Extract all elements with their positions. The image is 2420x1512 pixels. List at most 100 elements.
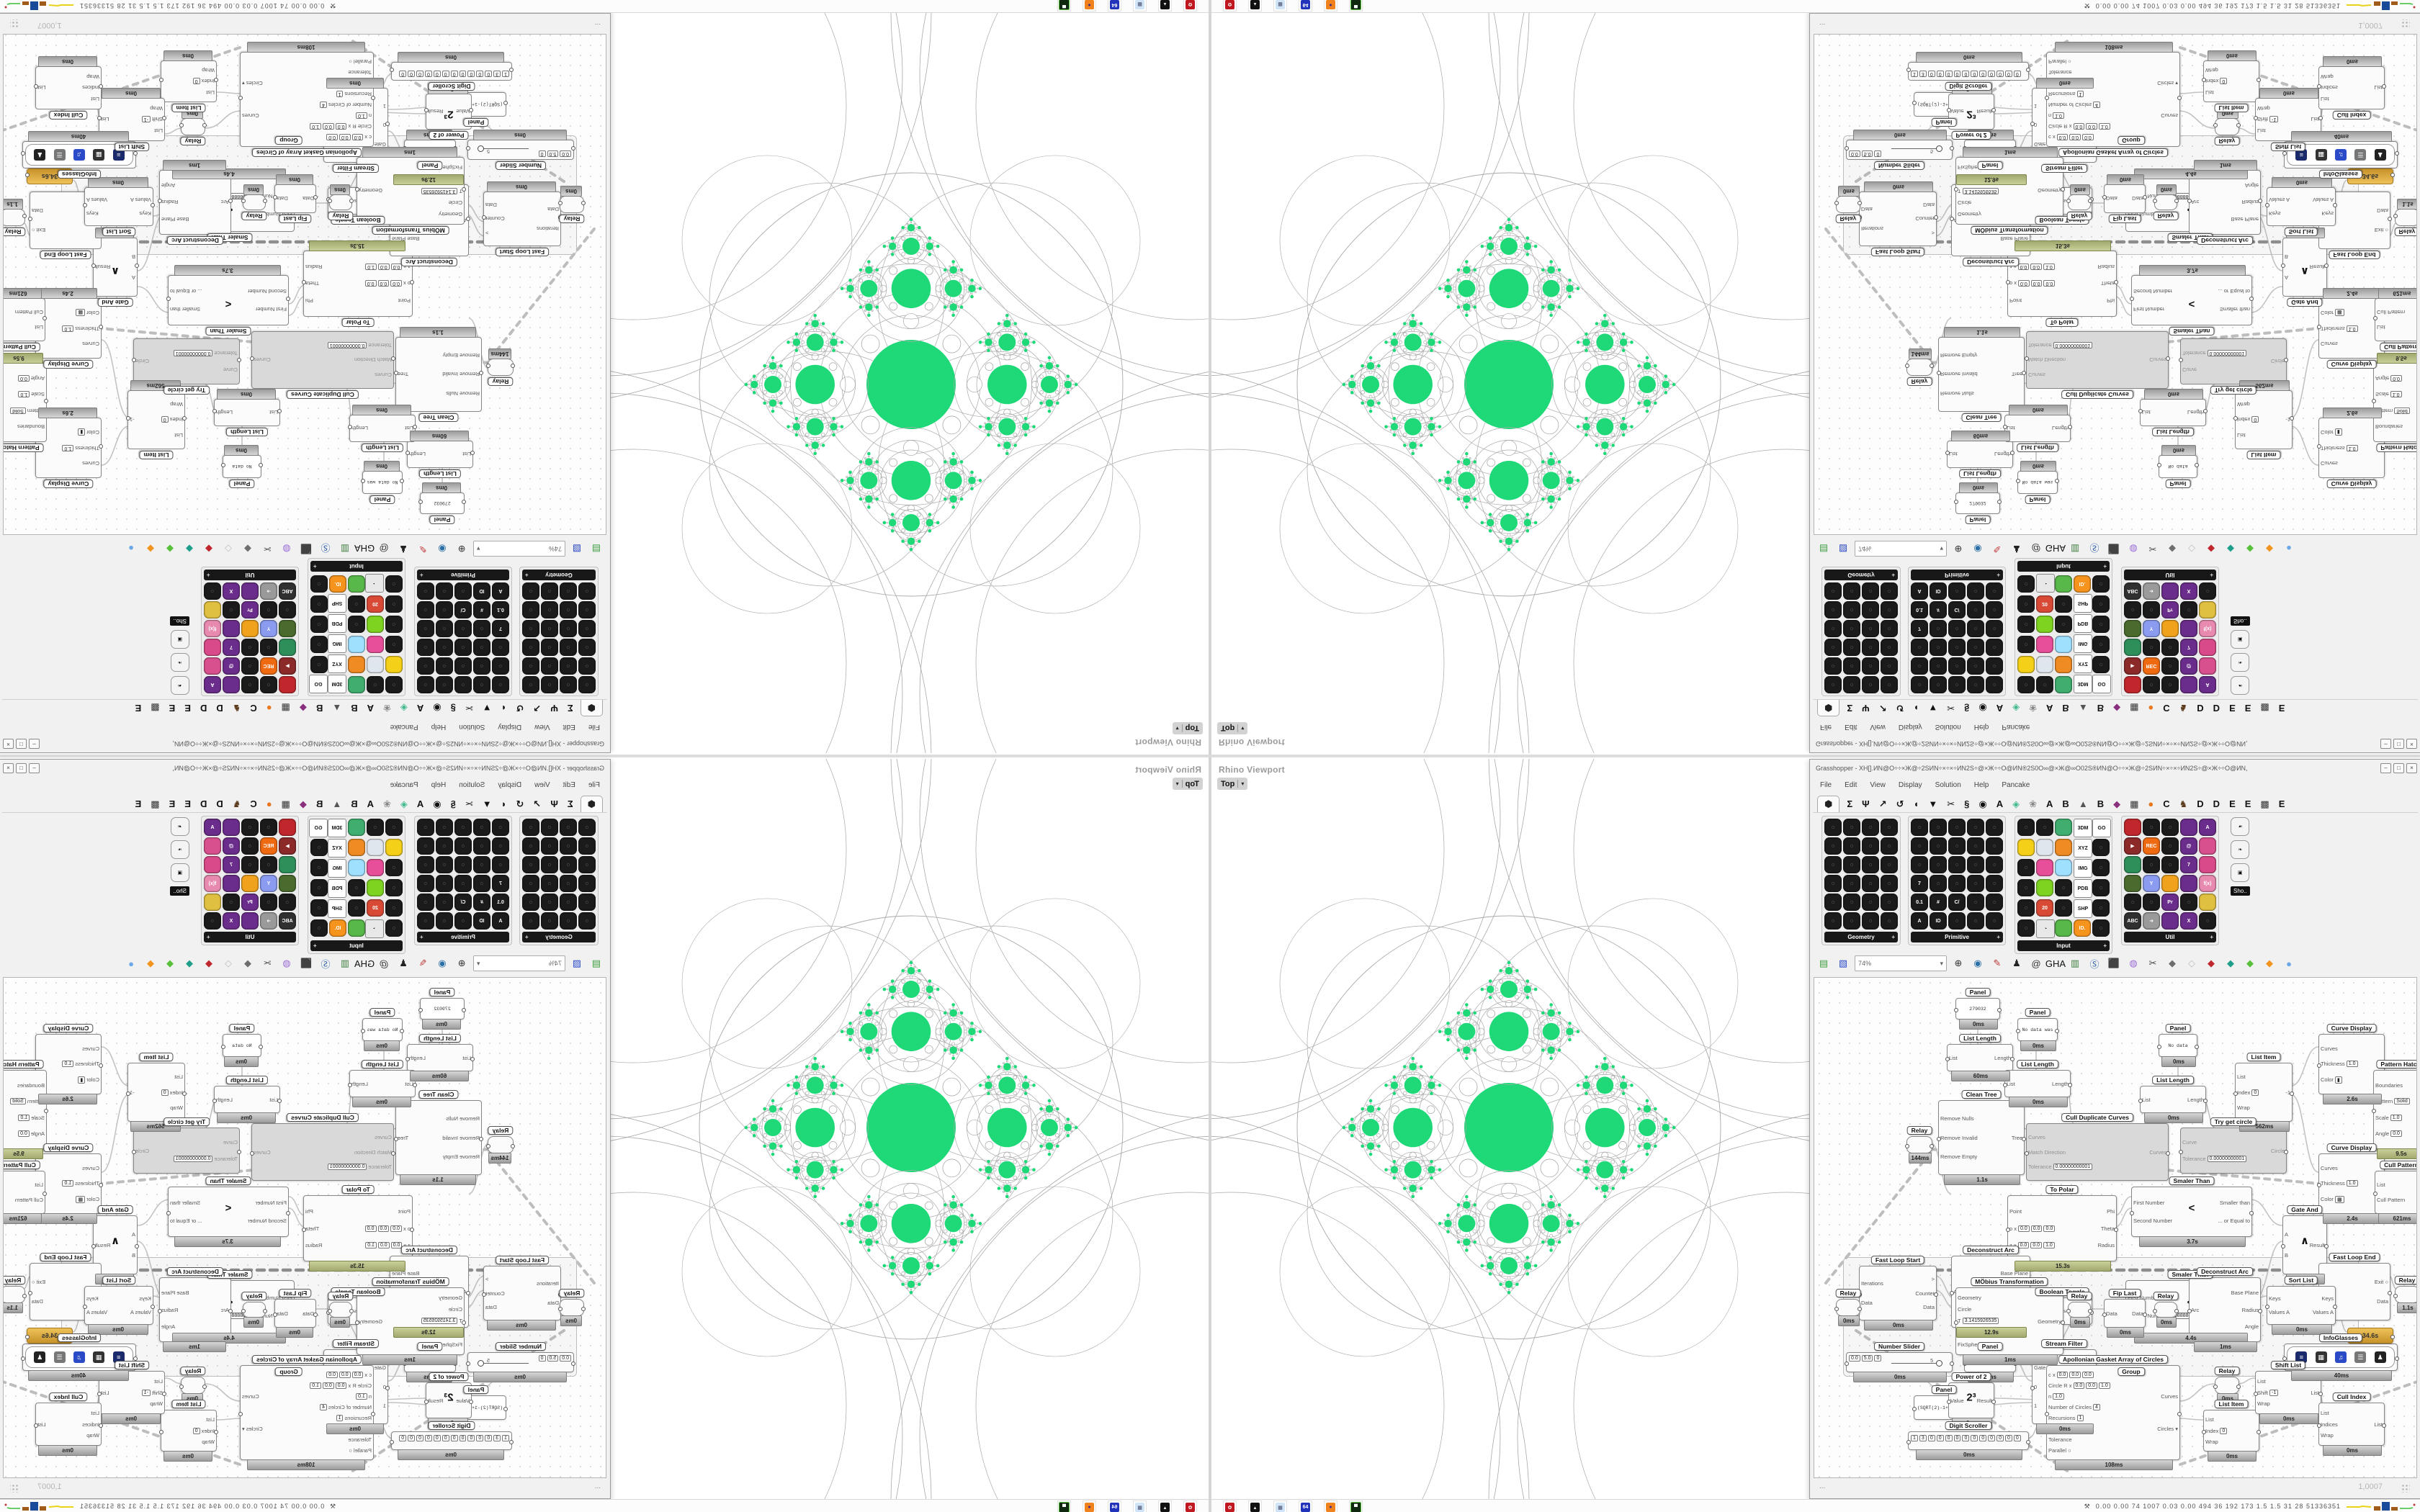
- palette-component-icon[interactable]: GO: [309, 675, 328, 693]
- palette-component-icon[interactable]: [348, 636, 365, 653]
- palette-component-icon[interactable]: ◌: [1986, 894, 2003, 911]
- palette-component-icon[interactable]: [2180, 620, 2197, 637]
- palette-component-icon[interactable]: ◌: [260, 639, 277, 656]
- toolbar-icon[interactable]: GHA: [2045, 958, 2066, 969]
- red-rosette-icon[interactable]: ✿: [1223, 1500, 1237, 1512]
- toolbar-icon[interactable]: ●: [2286, 543, 2292, 554]
- category-tab-19[interactable]: ●: [266, 703, 272, 714]
- fox-icon[interactable]: ▴: [1248, 1500, 1262, 1512]
- show-button[interactable]: Sho..: [170, 616, 189, 626]
- palette-component-icon[interactable]: ◌: [1862, 837, 1879, 855]
- palette-component-icon[interactable]: [204, 639, 221, 656]
- category-tab-12[interactable]: ❀: [2029, 798, 2038, 809]
- palette-component-icon[interactable]: ◌: [1881, 657, 1898, 675]
- palette-component-icon[interactable]: ◌: [1843, 657, 1860, 675]
- gh-node-list-length[interactable]: List Length List Length 60ms: [405, 1034, 475, 1081]
- palette-extra-icon[interactable]: ▣: [170, 863, 189, 882]
- category-tab-5[interactable]: ◖: [501, 798, 507, 809]
- palette-component-icon[interactable]: ID: [473, 912, 490, 930]
- palette-component-icon[interactable]: ◌: [541, 894, 558, 911]
- gh-node-relay[interactable]: Relay 0ms: [2066, 1292, 2092, 1328]
- gh-node-relay[interactable]: Relay 0ms: [558, 1289, 586, 1326]
- open-file-icon[interactable]: ▤: [591, 958, 601, 968]
- palette-component-icon[interactable]: [2055, 819, 2072, 836]
- palette-component-icon[interactable]: [348, 859, 365, 876]
- palette-component-icon[interactable]: ◌: [1881, 639, 1898, 656]
- palette-component-icon[interactable]: ◌: [385, 879, 403, 896]
- category-tab-18[interactable]: ▦: [281, 703, 290, 714]
- palette-component-icon[interactable]: ◌: [385, 899, 403, 917]
- gh-node-panel[interactable]: Panel 279032 0ms: [418, 988, 466, 1030]
- palette-component-icon[interactable]: PDB: [2074, 879, 2092, 898]
- gh-node-relay[interactable]: Relay 0ms: [2153, 1292, 2179, 1328]
- gh-node-list-item[interactable]: List Item List Index 0 Wrap -1 562ms: [126, 380, 187, 459]
- palette-component-icon[interactable]: ◌: [2017, 899, 2035, 917]
- palette-component-icon[interactable]: Y: [2143, 875, 2160, 892]
- category-tab-25[interactable]: E: [169, 798, 176, 809]
- palette-component-icon[interactable]: 3DM: [328, 819, 346, 837]
- close-button[interactable]: ×: [3, 763, 14, 773]
- category-tab-2[interactable]: Ψ: [550, 798, 558, 809]
- palette-component-icon[interactable]: ◌: [522, 837, 539, 855]
- zoom-select[interactable]: 74% ▾: [473, 541, 565, 557]
- menu-item-help[interactable]: Help: [431, 780, 447, 789]
- resize-grip-icon[interactable]: [10, 1484, 19, 1493]
- palette-component-icon[interactable]: [367, 636, 384, 653]
- palette-component-icon[interactable]: XYZ: [2074, 839, 2092, 858]
- palette-component-icon[interactable]: ◌: [1824, 819, 1842, 836]
- palette-component-icon[interactable]: ◌: [454, 837, 472, 855]
- palette-component-icon[interactable]: ◌: [1911, 657, 1928, 675]
- palette-extra-icon[interactable]: ❧: [2231, 653, 2250, 672]
- palette-component-icon[interactable]: ◌: [1862, 639, 1879, 656]
- palette-component-icon[interactable]: ◌: [241, 837, 259, 855]
- palette-component-icon[interactable]: ◌: [1911, 856, 1928, 873]
- palette-component-icon[interactable]: ◌: [578, 894, 596, 911]
- palette-component-icon[interactable]: ◌: [522, 676, 539, 693]
- category-tab-23[interactable]: D: [200, 703, 207, 714]
- palette-component-icon[interactable]: [2055, 676, 2072, 693]
- palette-component-icon[interactable]: ◌: [1967, 894, 1984, 911]
- palette-component-icon[interactable]: 20: [2036, 899, 2053, 917]
- palette-component-icon[interactable]: ◌: [1824, 875, 1842, 892]
- category-tab-7[interactable]: ✂: [1947, 798, 1955, 809]
- toolbar-icon[interactable]: ◇: [2188, 958, 2195, 968]
- palette-component-icon[interactable]: ID: [1930, 912, 1947, 930]
- palette-component-icon[interactable]: ◌: [436, 620, 453, 637]
- palette-component-icon[interactable]: A: [204, 676, 221, 693]
- palette-component-icon[interactable]: PDB: [328, 879, 346, 898]
- palette-component-icon[interactable]: ◌: [1967, 856, 1984, 873]
- menu-item-solution[interactable]: Solution: [459, 780, 485, 789]
- palette-component-icon[interactable]: ◌: [2124, 601, 2141, 618]
- toolbar-icon[interactable]: Ⓢ: [321, 958, 331, 970]
- palette-component-icon[interactable]: ◌: [473, 639, 490, 656]
- toolbar-icon[interactable]: ✎: [1993, 544, 2002, 554]
- category-tab-4[interactable]: ↺: [516, 703, 524, 714]
- palette-component-icon[interactable]: @: [2180, 837, 2197, 855]
- palette-component-icon[interactable]: ◌: [492, 856, 509, 873]
- palette-component-icon[interactable]: ABC: [279, 912, 296, 930]
- palette-component-icon[interactable]: [241, 875, 259, 892]
- gh-node-clean-tree[interactable]: Clean Tree Remove Nulls Remove Invalid Remo…: [394, 1090, 483, 1185]
- palette-component-icon[interactable]: ◌: [436, 639, 453, 656]
- palette-component-icon[interactable]: ◌: [541, 875, 558, 892]
- menu-item-display[interactable]: Display: [1898, 723, 1922, 732]
- save-file-icon[interactable]: ▧: [572, 958, 582, 968]
- toolbar-icon[interactable]: @: [379, 543, 389, 554]
- palette-extra-icon[interactable]: ☙: [170, 676, 189, 695]
- gh-node-smaler-than[interactable]: Smaler Than First Number Second Number Smal…: [2130, 265, 2254, 336]
- gh-node-digit-scroller[interactable]: Digit Scroller 1 3 0 0 0 0 0 0 0 0 0 0 0 0ms: [390, 52, 514, 91]
- palette-component-icon[interactable]: ◌: [417, 912, 434, 930]
- toolbar-icon[interactable]: ◆: [244, 958, 251, 968]
- category-tab-0[interactable]: ⬢: [1817, 796, 1840, 812]
- palette-component-icon[interactable]: [2199, 601, 2216, 618]
- palette-component-icon[interactable]: ◌: [1930, 856, 1947, 873]
- palette-component-icon[interactable]: #: [1930, 894, 1947, 911]
- palette-group-label[interactable]: Geometry +: [1824, 570, 1898, 580]
- menu-item-edit[interactable]: Edit: [563, 780, 575, 789]
- palette-component-icon[interactable]: [279, 620, 296, 637]
- palette-component-icon[interactable]: ◌: [1843, 601, 1860, 618]
- palette-component-icon[interactable]: ◌: [279, 894, 296, 911]
- gh-node-relay[interactable]: Relay 0ms: [328, 184, 354, 220]
- palette-group-label[interactable]: Geometry +: [522, 570, 596, 580]
